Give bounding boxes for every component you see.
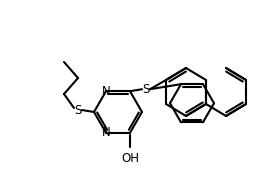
Text: N: N [102, 85, 110, 98]
Text: OH: OH [121, 152, 139, 165]
Text: S: S [142, 83, 150, 96]
Text: S: S [74, 104, 82, 117]
Text: N: N [102, 126, 110, 139]
